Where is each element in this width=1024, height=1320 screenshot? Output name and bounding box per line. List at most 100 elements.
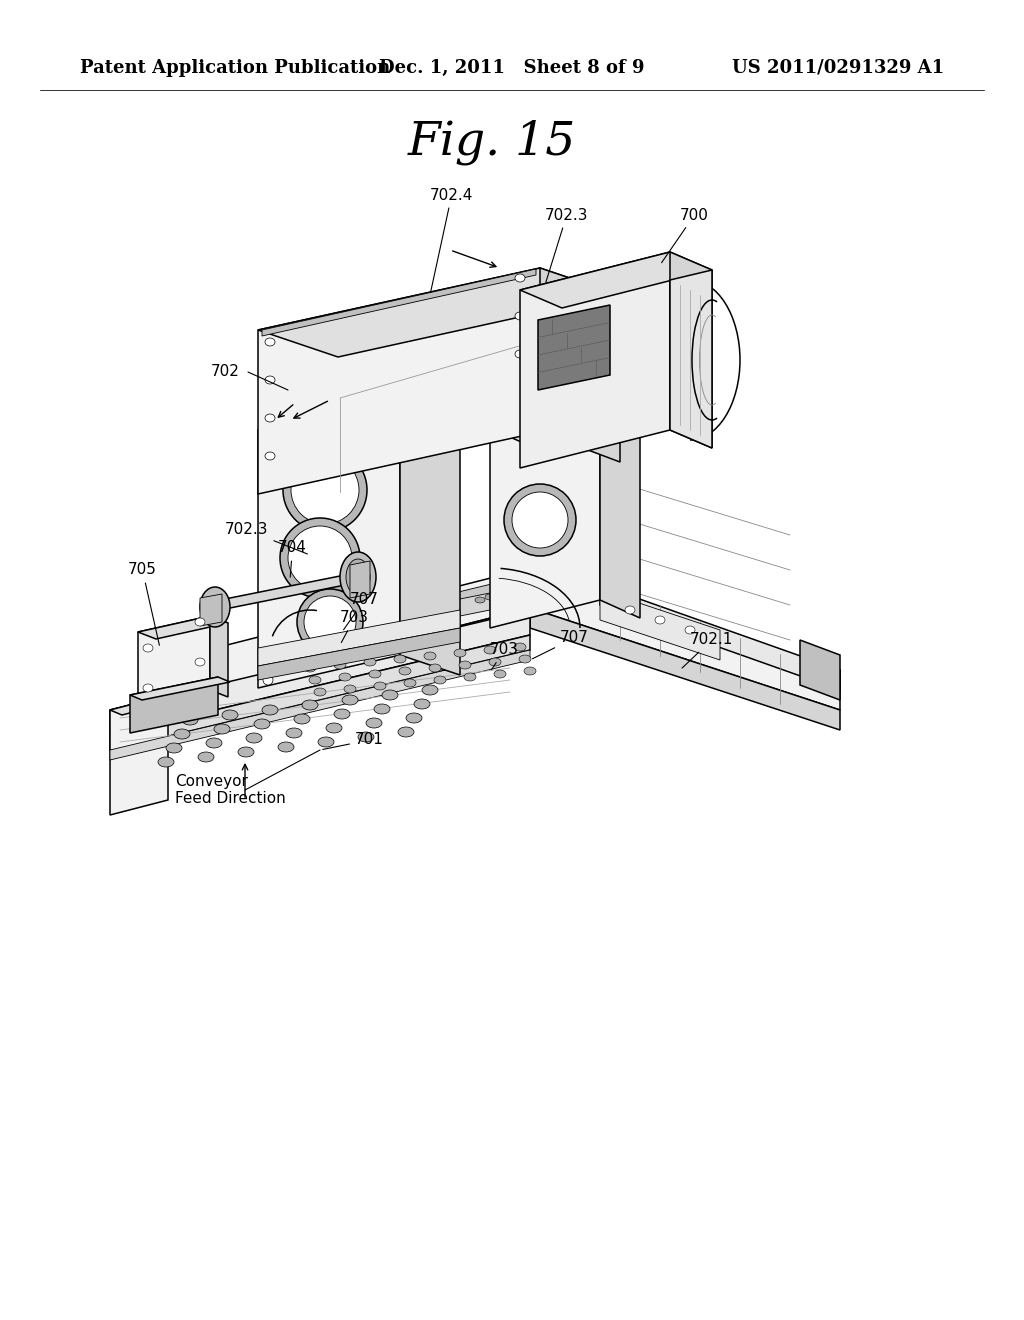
Ellipse shape — [198, 752, 214, 762]
Polygon shape — [138, 616, 210, 706]
Ellipse shape — [158, 756, 174, 767]
Polygon shape — [138, 616, 228, 639]
Ellipse shape — [385, 643, 395, 653]
Polygon shape — [538, 305, 610, 389]
Ellipse shape — [265, 338, 275, 346]
Ellipse shape — [265, 376, 275, 384]
Ellipse shape — [494, 671, 506, 678]
Ellipse shape — [334, 709, 350, 719]
Polygon shape — [490, 403, 640, 446]
Polygon shape — [110, 696, 180, 715]
Ellipse shape — [302, 700, 318, 710]
Ellipse shape — [382, 690, 398, 700]
Ellipse shape — [484, 645, 496, 653]
Polygon shape — [258, 399, 400, 688]
Ellipse shape — [514, 643, 526, 651]
Text: 705: 705 — [128, 562, 160, 645]
Ellipse shape — [385, 399, 395, 408]
Ellipse shape — [524, 667, 536, 675]
Ellipse shape — [206, 738, 222, 748]
Polygon shape — [520, 252, 712, 308]
Polygon shape — [258, 399, 460, 451]
Ellipse shape — [424, 652, 436, 660]
Polygon shape — [490, 403, 600, 628]
Text: Fig. 15: Fig. 15 — [408, 120, 575, 165]
Polygon shape — [110, 696, 168, 814]
Polygon shape — [310, 572, 545, 642]
Ellipse shape — [485, 594, 495, 601]
Ellipse shape — [504, 484, 575, 556]
Polygon shape — [600, 585, 840, 690]
Polygon shape — [130, 677, 218, 733]
Text: 702.1: 702.1 — [682, 632, 733, 668]
Ellipse shape — [515, 275, 525, 282]
Ellipse shape — [358, 733, 374, 742]
Ellipse shape — [238, 747, 254, 756]
Ellipse shape — [246, 733, 262, 743]
Ellipse shape — [182, 715, 198, 725]
Ellipse shape — [326, 723, 342, 733]
Text: 702.3: 702.3 — [225, 523, 307, 554]
Polygon shape — [670, 252, 712, 447]
Ellipse shape — [200, 587, 230, 627]
Polygon shape — [258, 268, 540, 494]
Polygon shape — [670, 271, 712, 447]
Polygon shape — [258, 628, 460, 680]
Polygon shape — [530, 609, 840, 730]
Ellipse shape — [297, 589, 362, 655]
Ellipse shape — [339, 673, 351, 681]
Polygon shape — [600, 590, 720, 660]
Text: 700: 700 — [662, 207, 709, 263]
Polygon shape — [285, 578, 520, 649]
Ellipse shape — [366, 718, 382, 729]
Polygon shape — [200, 594, 222, 626]
Polygon shape — [168, 568, 840, 710]
Ellipse shape — [254, 719, 270, 729]
Text: 707: 707 — [532, 631, 589, 659]
Ellipse shape — [429, 664, 441, 672]
Ellipse shape — [414, 700, 430, 709]
Ellipse shape — [222, 710, 238, 719]
Polygon shape — [110, 649, 530, 760]
Ellipse shape — [655, 616, 665, 624]
Ellipse shape — [385, 614, 395, 620]
Ellipse shape — [286, 729, 302, 738]
Ellipse shape — [344, 685, 356, 693]
Polygon shape — [258, 268, 620, 356]
Ellipse shape — [304, 597, 356, 648]
Ellipse shape — [195, 618, 205, 626]
Text: 703: 703 — [340, 610, 369, 643]
Ellipse shape — [265, 414, 275, 422]
Ellipse shape — [515, 312, 525, 319]
Text: Patent Application Publication: Patent Application Publication — [80, 59, 390, 77]
Polygon shape — [210, 616, 228, 697]
Ellipse shape — [288, 525, 352, 590]
Ellipse shape — [422, 685, 438, 696]
Ellipse shape — [489, 657, 501, 667]
Polygon shape — [430, 593, 490, 622]
Text: 701: 701 — [323, 733, 384, 750]
Ellipse shape — [374, 704, 390, 714]
Ellipse shape — [394, 655, 406, 663]
Ellipse shape — [166, 743, 182, 752]
Text: Conveyor
Feed Direction: Conveyor Feed Direction — [175, 774, 286, 807]
Polygon shape — [130, 677, 230, 700]
Ellipse shape — [398, 727, 414, 737]
Polygon shape — [800, 640, 840, 700]
Text: US 2011/0291329 A1: US 2011/0291329 A1 — [732, 59, 944, 77]
Polygon shape — [110, 635, 530, 750]
Ellipse shape — [309, 676, 321, 684]
Ellipse shape — [340, 552, 376, 602]
Ellipse shape — [512, 492, 568, 548]
Ellipse shape — [291, 455, 359, 524]
Ellipse shape — [342, 696, 358, 705]
Ellipse shape — [334, 661, 346, 669]
Ellipse shape — [214, 723, 230, 734]
Ellipse shape — [143, 644, 153, 652]
Ellipse shape — [195, 657, 205, 667]
Ellipse shape — [515, 350, 525, 358]
Polygon shape — [262, 269, 536, 337]
Polygon shape — [350, 561, 370, 598]
Ellipse shape — [263, 430, 273, 440]
Ellipse shape — [265, 451, 275, 459]
